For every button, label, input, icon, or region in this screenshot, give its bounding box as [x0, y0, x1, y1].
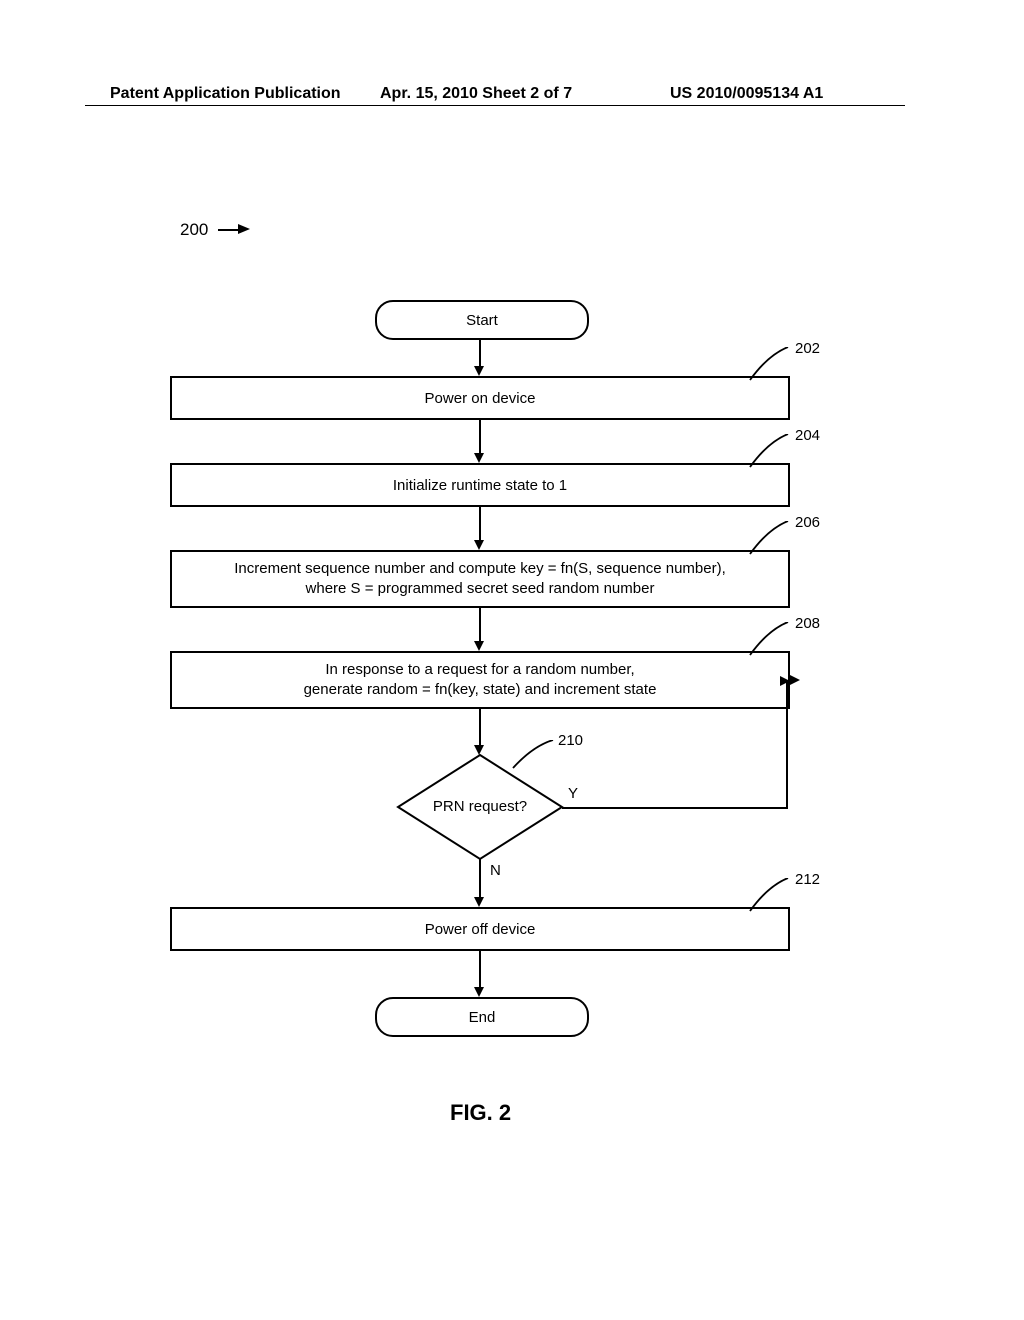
flow-step-202: Power on device [170, 376, 790, 420]
callout-curve-210-icon [508, 740, 558, 770]
page: Patent Application Publication Apr. 15, … [0, 0, 1024, 1320]
figure-ref-label: 200 [180, 220, 208, 240]
flow-end-label: End [469, 1009, 496, 1026]
figure-ref-arrow-line [218, 229, 240, 231]
arrow-head-202-204-icon [474, 453, 484, 463]
arrow-head-206-208-icon [474, 641, 484, 651]
flow-step-212: Power off device [170, 907, 790, 951]
header-pubno: US 2010/0095134 A1 [670, 85, 823, 103]
arrow-212-end [479, 951, 481, 989]
arrow-y-horiz [562, 807, 788, 809]
arrow-head-204-206-icon [474, 540, 484, 550]
callout-202: 202 [795, 340, 820, 357]
flow-step-204: Initialize runtime state to 1 [170, 463, 790, 507]
flow-start-label: Start [466, 312, 498, 329]
arrow-head-start-202-icon [474, 366, 484, 376]
callout-curve-202-icon [738, 347, 798, 382]
header-left: Patent Application Publication [110, 85, 341, 103]
decision-y-label: Y [568, 785, 578, 802]
flow-step-206: Increment sequence number and compute ke… [170, 550, 790, 608]
arrow-head-212-end-icon [474, 987, 484, 997]
callout-curve-212-icon [738, 878, 798, 913]
flow-step-212-label: Power off device [425, 921, 536, 938]
callout-curve-204-icon [738, 434, 798, 469]
callout-210: 210 [558, 732, 583, 749]
flow-decision-210-label: PRN request? [430, 798, 530, 815]
flow-end: End [375, 997, 589, 1037]
flow-step-206-label: Increment sequence number and compute ke… [234, 559, 726, 600]
arrow-head-y-into-208-icon [790, 675, 800, 685]
figure-ref-arrow-icon [238, 224, 250, 234]
callout-204: 204 [795, 427, 820, 444]
flow-step-202-label: Power on device [425, 390, 536, 407]
arrow-head-210-212-icon [474, 897, 484, 907]
figure-caption: FIG. 2 [450, 1100, 511, 1126]
flow-step-208: In response to a request for a random nu… [170, 651, 790, 709]
flow-start: Start [375, 300, 589, 340]
arrow-208-210 [479, 709, 481, 747]
callout-212: 212 [795, 871, 820, 888]
arrow-204-206 [479, 507, 481, 542]
header-date: Apr. 15, 2010 Sheet 2 of 7 [380, 85, 572, 103]
callout-208: 208 [795, 615, 820, 632]
arrow-210-212 [479, 859, 481, 899]
flow-step-208-label: In response to a request for a random nu… [304, 660, 657, 701]
decision-n-label: N [490, 862, 501, 879]
callout-curve-208-icon [738, 622, 798, 657]
arrow-206-208 [479, 608, 481, 643]
arrow-y-vert [786, 680, 788, 809]
flow-step-204-label: Initialize runtime state to 1 [393, 477, 567, 494]
arrow-head-y-icon [780, 676, 790, 686]
arrow-202-204 [479, 420, 481, 455]
callout-curve-206-icon [738, 521, 798, 556]
callout-206: 206 [795, 514, 820, 531]
header-rule [85, 105, 905, 106]
arrow-start-202 [479, 338, 481, 368]
